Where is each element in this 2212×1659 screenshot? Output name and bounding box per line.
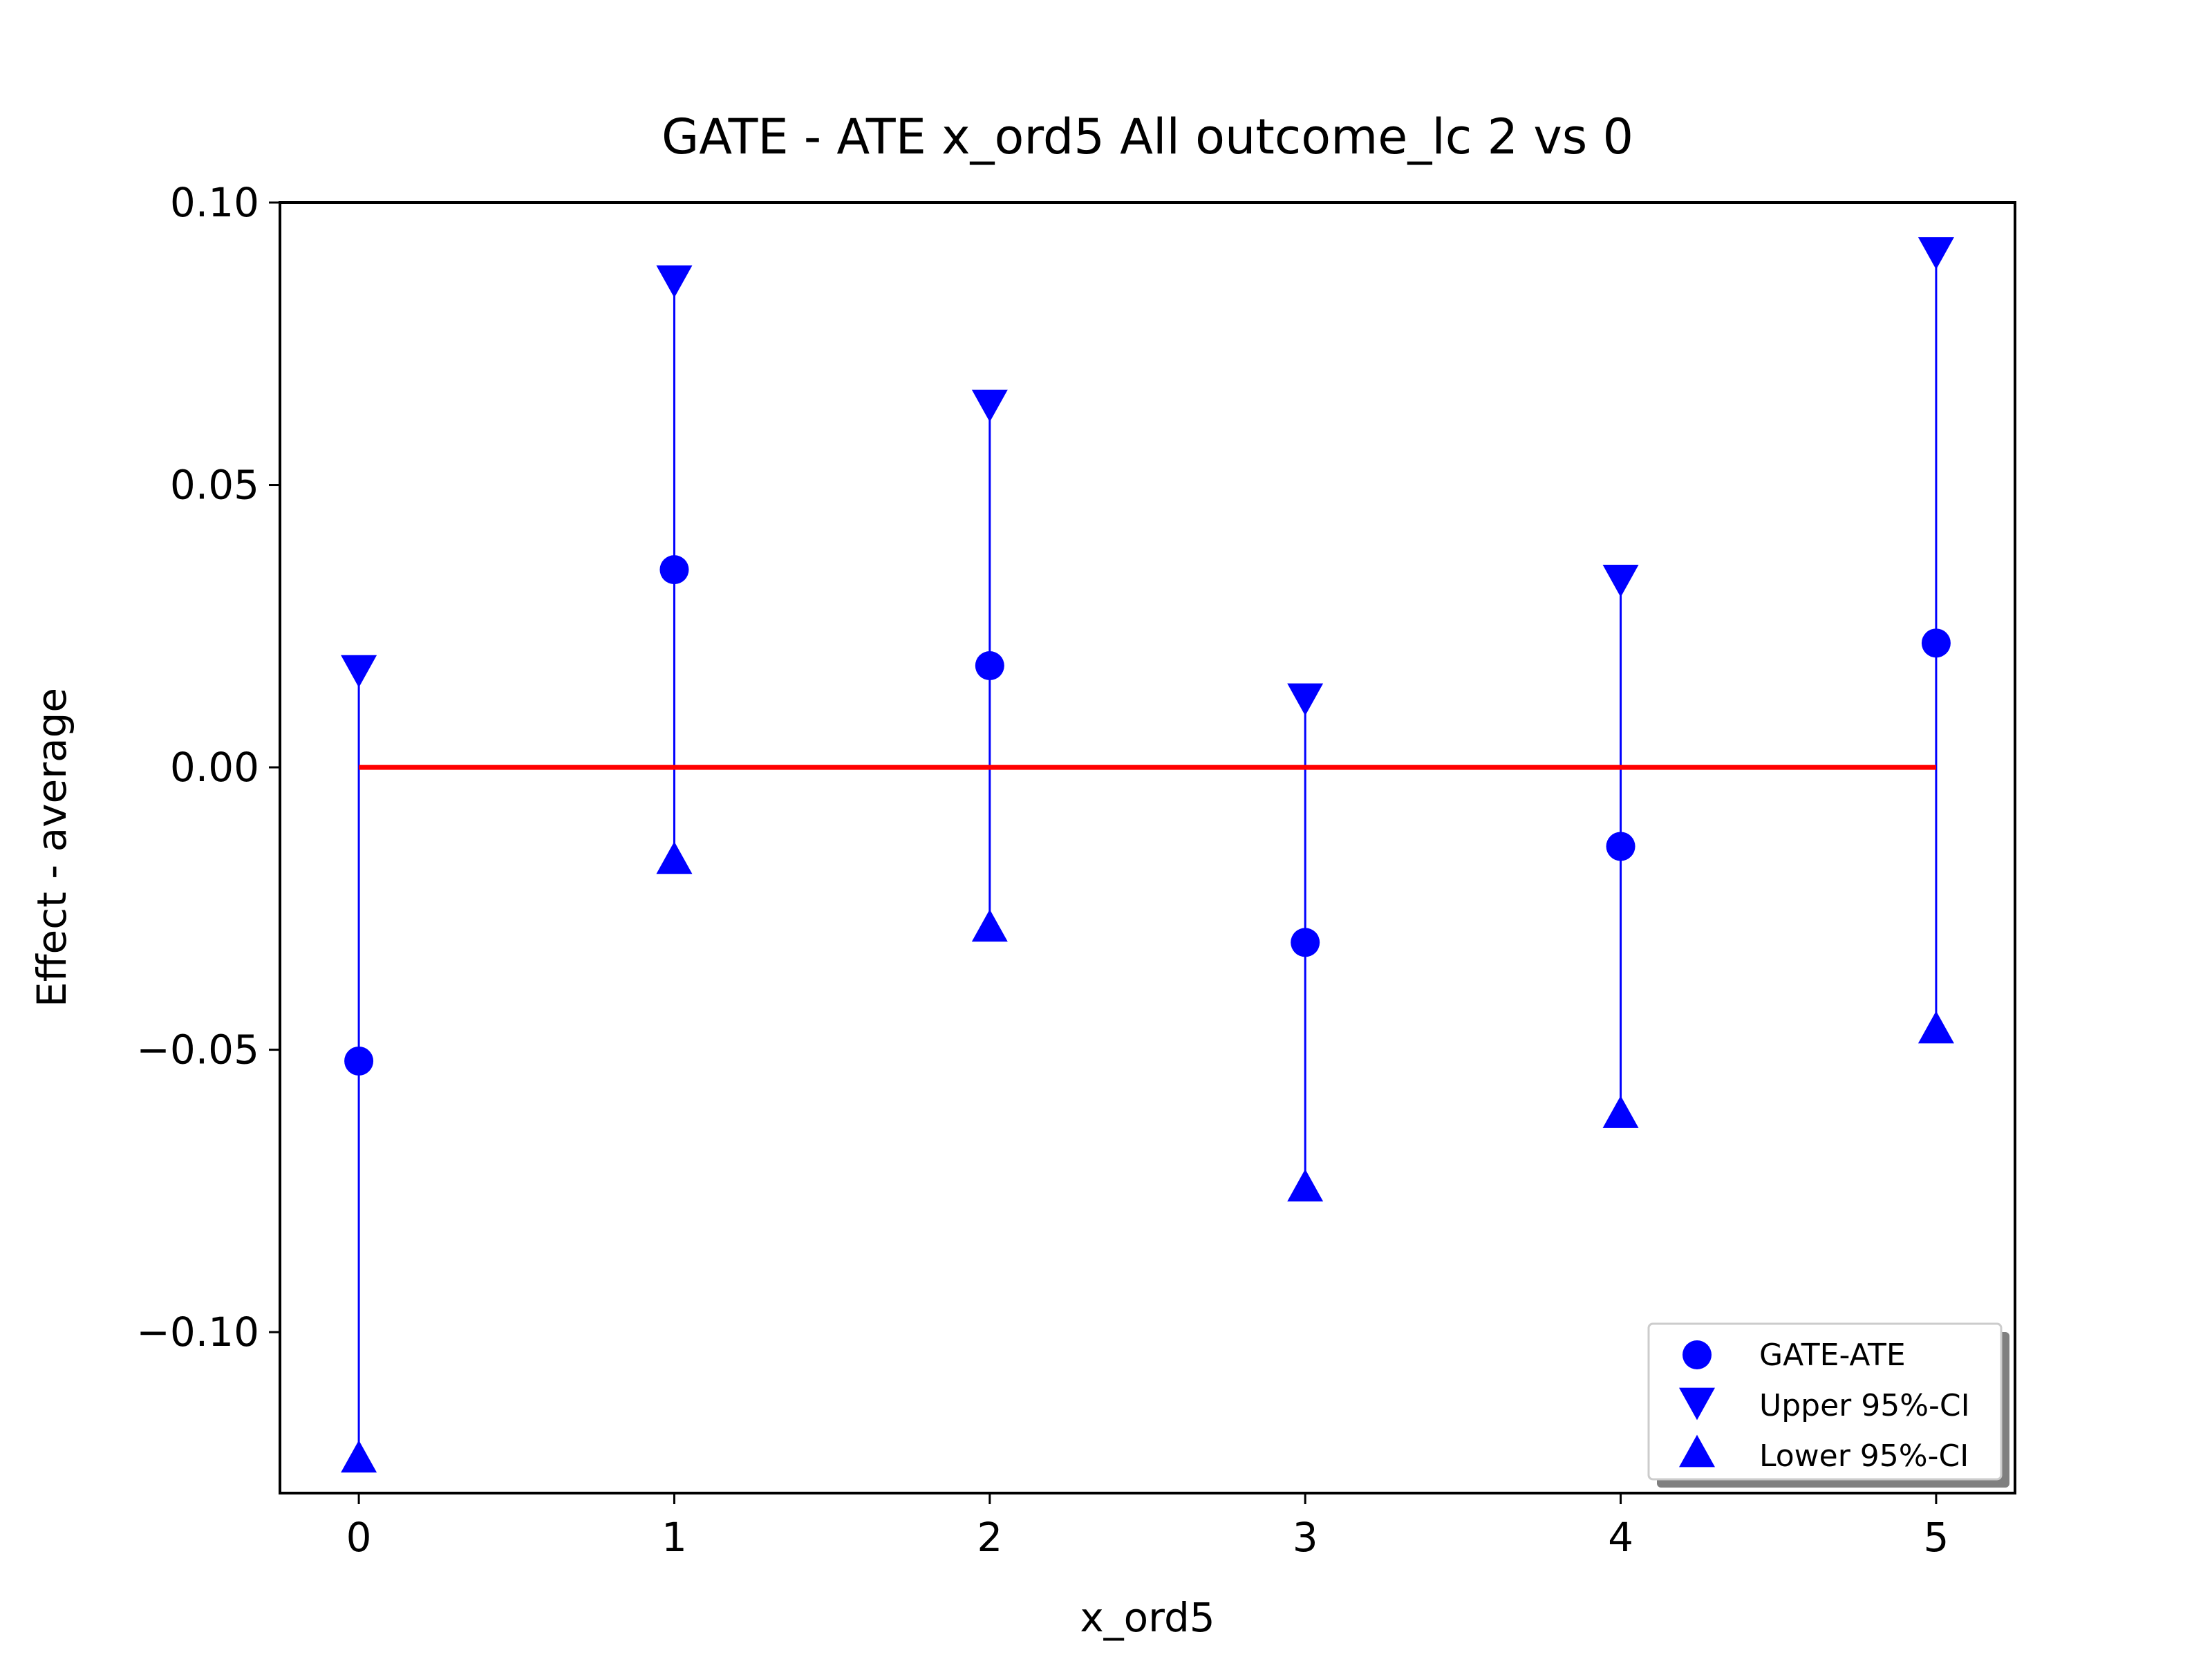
upper-ci-point [341,655,377,688]
legend-upper-ci-marker [1679,1387,1715,1421]
lower-ci-point [341,1440,377,1473]
y-axis: 0.10 0.05 0.00 −0.05 −0.10 [136,179,280,1356]
x-tick-label: 4 [1608,1514,1633,1561]
y-tick-label: −0.10 [136,1309,259,1356]
axes-frame [279,201,2016,1494]
y-axis-label: Effect - average [28,688,75,1007]
legend: GATE-ATE Upper 95%-CI Lower 95%-CI [1647,1322,2009,1488]
gate-ate-point [1921,628,1951,658]
legend-entry-label: Upper 95%-CI [1759,1388,1970,1423]
upper-ci-point [1602,565,1639,597]
legend-gate-ate-marker [1683,1340,1712,1369]
lower-ci-point [656,841,693,874]
y-tick-label: −0.05 [136,1027,259,1074]
chart-title: GATE - ATE x_ord5 All outcome_lc 2 vs 0 [662,109,1633,165]
upper-ci-point [1918,237,1954,270]
lower-ci-point [1918,1011,1954,1044]
x-tick-label: 2 [977,1514,1002,1561]
legend-entry-label: GATE-ATE [1759,1338,1906,1373]
y-tick-label: 0.10 [170,179,259,226]
legend-entry-label: Lower 95%-CI [1759,1438,1969,1474]
gate-ate-point [1291,928,1320,957]
gate-ate-point [344,1046,374,1076]
y-tick-label: 0.00 [170,744,259,791]
gate-ate-point [975,650,1004,680]
x-tick-label: 1 [662,1514,687,1561]
x-tick-label: 0 [346,1514,372,1561]
gate-ate-point [659,555,689,585]
x-axis: 0 1 2 3 4 5 [346,1493,1949,1561]
lower-ci-point [1602,1096,1639,1128]
legend-lower-ci-marker [1679,1434,1715,1468]
gate-ate-point [1606,832,1635,861]
upper-ci-point [1287,683,1324,716]
x-tick-label: 3 [1293,1514,1318,1561]
lower-ci-point [1287,1169,1324,1202]
upper-ci-point [971,389,1008,422]
upper-ci-point [656,265,693,298]
x-axis-label: x_ord5 [1080,1594,1215,1641]
lower-ci-point [971,909,1008,942]
plot-area [341,237,1954,1473]
y-tick-label: 0.05 [170,462,259,509]
x-tick-label: 5 [1923,1514,1949,1561]
legend-box [1647,1322,2003,1481]
